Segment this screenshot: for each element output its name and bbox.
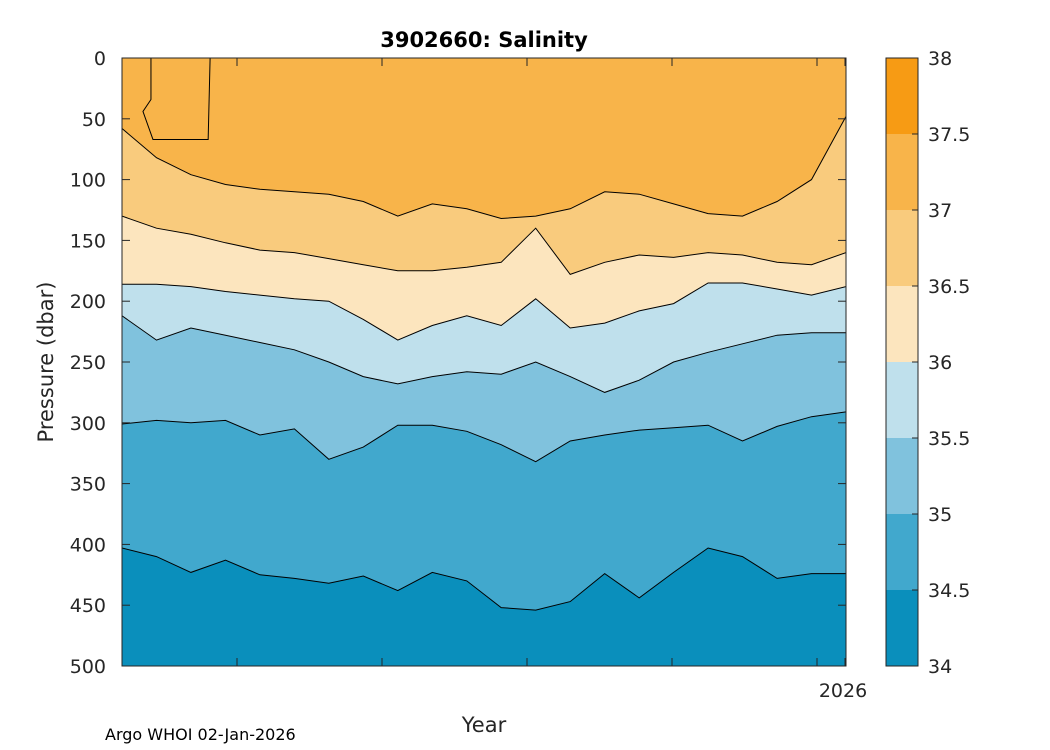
isohaline-34.5 <box>122 547 846 611</box>
y-axis: 0 50 100 150 200 250 300 350 400 450 500 <box>70 48 846 678</box>
colorbar-label-34: 34 <box>928 656 952 678</box>
y-tick-label-300: 300 <box>70 413 106 435</box>
x-axis-label: Year <box>461 713 507 737</box>
y-tick-label-200: 200 <box>70 291 106 313</box>
y-tick-label-150: 150 <box>70 230 106 252</box>
credit-text: Argo WHOI 02-Jan-2026 <box>105 725 296 744</box>
y-tick-label-350: 350 <box>70 474 106 496</box>
isohaline-35 <box>122 411 846 463</box>
x-axis: 2026 <box>236 58 867 702</box>
high-salinity-patch <box>142 58 211 140</box>
contour-fill-layers <box>122 58 846 666</box>
colorbar-label-37: 37 <box>928 200 952 222</box>
colorbar-swatch-37 <box>886 134 918 210</box>
colorbar-swatch-37.5 <box>886 58 918 134</box>
y-tick-label-400: 400 <box>70 534 106 556</box>
colorbar-swatch-35.5 <box>886 362 918 438</box>
colorbar-label-36.5: 36.5 <box>928 276 970 298</box>
colorbar-swatch-36.5 <box>886 210 918 286</box>
contour-lines <box>122 116 846 611</box>
chart-title: 3902660: Salinity <box>380 28 588 52</box>
y-tick-label-250: 250 <box>70 352 106 374</box>
colorbar-label-36: 36 <box>928 352 952 374</box>
colorbar-label-34.5: 34.5 <box>928 580 970 602</box>
colorbar-label-35.5: 35.5 <box>928 428 970 450</box>
colorbar-label-37.5: 37.5 <box>928 124 970 146</box>
y-tick-label-0: 0 <box>94 48 106 70</box>
x-tick-label-2026: 2026 <box>819 680 867 702</box>
colorbar-swatch-35 <box>886 438 918 514</box>
colorbar-label-38: 38 <box>928 48 952 70</box>
isohaline-37 <box>122 116 846 220</box>
colorbar: 34 34.5 35 35.5 36 36.5 37 37.5 38 <box>885 48 970 678</box>
y-tick-label-450: 450 <box>70 595 106 617</box>
colorbar-swatch-34 <box>886 590 918 666</box>
band-37-37.5 <box>122 58 846 219</box>
y-tick-label-50: 50 <box>82 109 106 131</box>
y-tick-label-500: 500 <box>70 656 106 678</box>
colorbar-label-35: 35 <box>928 504 952 526</box>
isohaline-36 <box>122 282 846 341</box>
colorbar-swatch-36 <box>886 286 918 362</box>
colorbar-swatch-34.5 <box>886 514 918 590</box>
y-tick-label-100: 100 <box>70 170 106 192</box>
y-axis-label: Pressure (dbar) <box>34 282 58 443</box>
isohaline-35.5 <box>122 315 846 393</box>
isohaline-36.5 <box>122 215 846 275</box>
